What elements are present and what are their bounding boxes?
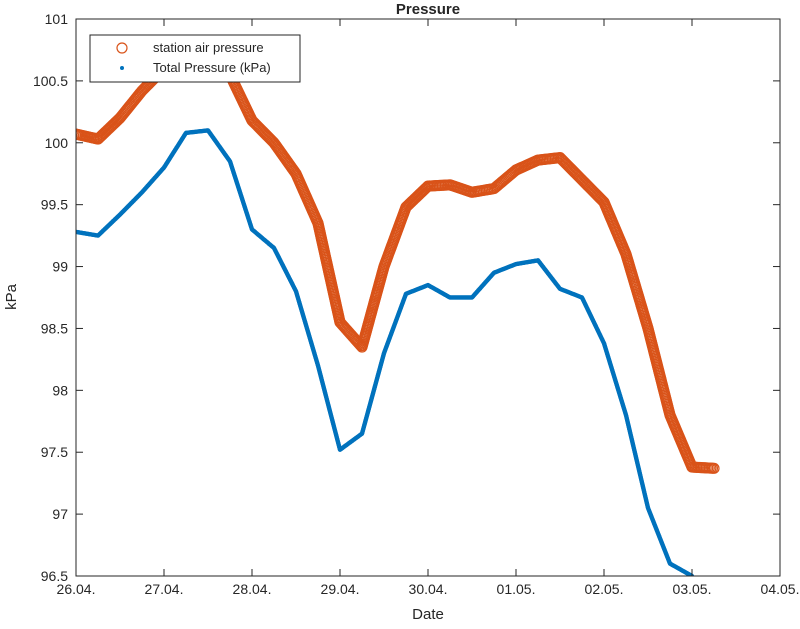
x-tick-label: 30.04. xyxy=(409,581,448,597)
chart-title: Pressure xyxy=(396,1,460,18)
y-tick-label: 100 xyxy=(45,135,69,151)
y-tick-label: 99 xyxy=(52,259,68,275)
x-tick-label: 02.05. xyxy=(585,581,624,597)
legend: station air pressure Total Pressure (kPa… xyxy=(89,34,301,83)
legend-label-total-pressure: Total Pressure (kPa) xyxy=(153,60,271,75)
x-tick-label: 28.04. xyxy=(233,581,272,597)
data-point-station-air-pressure xyxy=(76,128,82,140)
x-tick-label: 29.04. xyxy=(321,581,360,597)
x-tick-label: 26.04. xyxy=(57,581,96,597)
y-tick-label: 99.5 xyxy=(41,197,68,213)
y-tick-label: 97.5 xyxy=(41,444,68,460)
y-tick-label: 97 xyxy=(52,506,68,522)
legend-label-station-air-pressure: station air pressure xyxy=(153,40,264,55)
legend-marker-station-air-pressure xyxy=(116,42,128,54)
y-axis: 96.5 97 97.5 98 98.5 99 99.5 100 100.5 101 xyxy=(33,11,780,584)
y-tick-label: 101 xyxy=(45,11,69,27)
y-tick-label: 96.5 xyxy=(41,568,68,584)
y-tick-label: 98.5 xyxy=(41,320,68,336)
plot-area xyxy=(76,19,780,576)
x-axis: 26.04. 27.04. 28.04. 29.04. 30.04. 01.05. 02.0… xyxy=(57,19,800,597)
x-tick-label: 04.05. xyxy=(761,581,800,597)
legend-marker-total-pressure xyxy=(120,66,124,70)
y-axis-label: kPa xyxy=(3,283,20,310)
y-tick-label: 98 xyxy=(52,382,68,398)
y-tick-label: 100.5 xyxy=(33,73,68,89)
x-axis-label: Date xyxy=(412,606,444,623)
x-tick-label: 27.04. xyxy=(145,581,184,597)
series-trace-total-pressure-kpa xyxy=(76,128,694,576)
x-tick-label: 01.05. xyxy=(497,581,536,597)
legend-box xyxy=(89,34,301,83)
x-tick-label: 03.05. xyxy=(673,581,712,597)
